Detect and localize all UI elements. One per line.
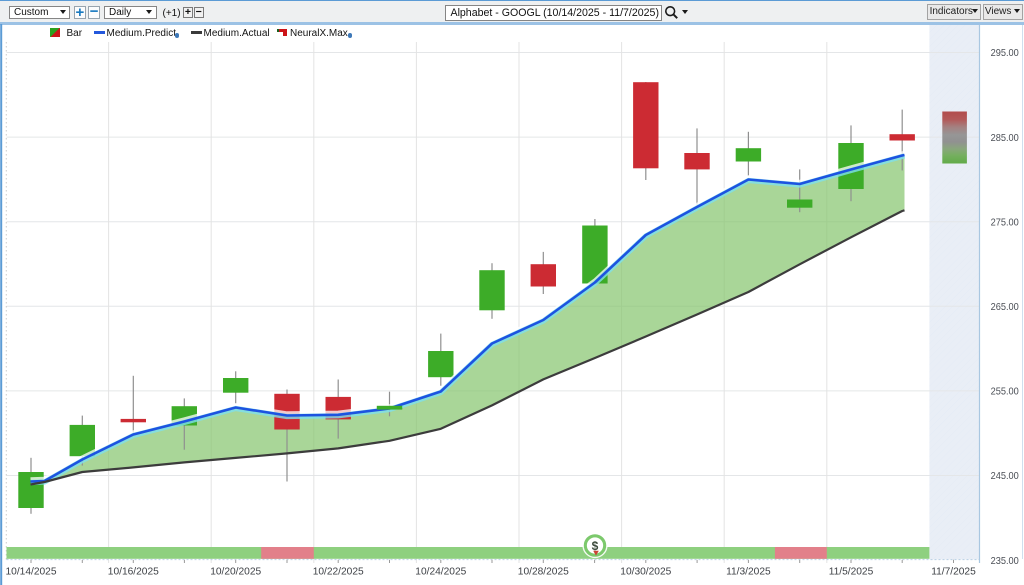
svg-text:275.00: 275.00	[991, 217, 1019, 228]
svg-text:255.00: 255.00	[991, 387, 1019, 398]
svg-text:265.00: 265.00	[991, 302, 1019, 313]
svg-text:10/28/2025: 10/28/2025	[518, 567, 569, 578]
svg-text:235.00: 235.00	[991, 556, 1019, 567]
svg-text:11/7/2025: 11/7/2025	[931, 567, 976, 578]
svg-text:285.00: 285.00	[991, 133, 1019, 144]
svg-text:10/14/2025: 10/14/2025	[6, 567, 57, 578]
svg-text:10/20/2025: 10/20/2025	[210, 567, 261, 578]
svg-text:295.00: 295.00	[991, 48, 1019, 59]
svg-text:11/3/2025: 11/3/2025	[726, 567, 771, 578]
svg-text:11/5/2025: 11/5/2025	[829, 567, 874, 578]
svg-text:245.00: 245.00	[991, 471, 1019, 482]
svg-text:10/16/2025: 10/16/2025	[108, 567, 159, 578]
svg-text:10/30/2025: 10/30/2025	[620, 567, 671, 578]
svg-text:10/24/2025: 10/24/2025	[415, 567, 466, 578]
svg-text:10/22/2025: 10/22/2025	[313, 567, 364, 578]
svg-text:$: $	[592, 539, 599, 553]
